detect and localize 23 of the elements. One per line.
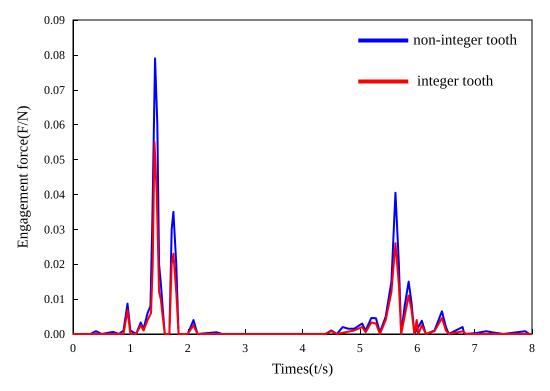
x-tick-label: 6	[414, 341, 420, 355]
x-tick-label: 7	[472, 341, 478, 355]
y-tick-label: 0.06	[44, 118, 65, 132]
y-tick-label: 0.07	[44, 82, 65, 97]
y-tick-label: 0.00	[44, 327, 65, 341]
x-tick-label: 3	[242, 341, 248, 355]
y-tick-label: 0.09	[44, 13, 65, 27]
x-tick-label: 5	[356, 341, 363, 355]
y-tick-label: 0.04	[44, 187, 65, 202]
x-tick-label: 1	[127, 341, 134, 355]
x-tick-label: 0	[70, 341, 76, 355]
y-tick-label: 0.02	[44, 257, 65, 272]
x-tick-label: 2	[184, 341, 191, 355]
legend-label: integer tooth	[413, 74, 494, 90]
x-tick-label: 8	[529, 341, 535, 355]
x-tick-label: 4	[300, 341, 306, 355]
y-axis-title: Engagement force(F/N)	[16, 106, 32, 248]
y-tick-label: 0.05	[44, 152, 65, 167]
x-axis-title: Times(t/s)	[272, 362, 334, 378]
legend-label: non-integer tooth	[413, 32, 518, 48]
y-tick-label: 0.01	[44, 292, 65, 306]
y-tick-label: 0.08	[44, 48, 65, 62]
y-tick-label: 0.03	[44, 222, 65, 236]
